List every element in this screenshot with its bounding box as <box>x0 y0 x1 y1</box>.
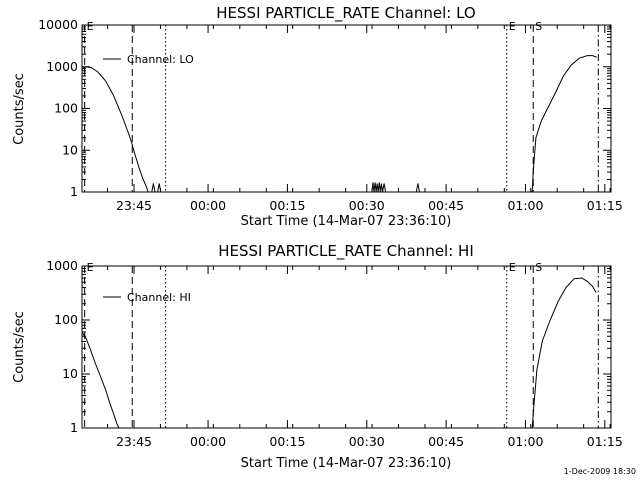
y-tick-label: 1 <box>70 184 78 199</box>
series-line-segment <box>531 55 597 193</box>
marker-label: E <box>509 261 516 274</box>
plot-area: 1 10 100 1000 23:45 00:00 00:15 00:30 00:45 01:00… <box>46 258 623 449</box>
y-tick-label: 1000 <box>46 258 78 273</box>
series-line-segment <box>157 183 162 193</box>
x-tick-label: 00:30 <box>349 198 385 213</box>
x-axis-label: Start Time (14-Mar-07 23:36:10) <box>241 456 452 471</box>
chart-panel-lo: HESSI PARTICLE_RATE Channel: LO Start Ti… <box>12 4 623 229</box>
plot-area: 1 10 100 1000 10000 23:45 00:00 00:15 00:30 00:45… <box>38 17 623 213</box>
y-axis-label: Counts/sec <box>12 73 27 145</box>
y-tick-label: 1 <box>70 420 78 435</box>
y-tick-label: 10 <box>62 142 78 157</box>
series-line-segment <box>81 331 120 429</box>
x-tick-label: 01:15 <box>587 198 623 213</box>
y-axis-label: Counts/sec <box>12 311 27 383</box>
chart-title: HESSI PARTICLE_RATE Channel: LO <box>216 4 475 23</box>
y-tick-label: 100 <box>54 101 78 116</box>
marker-label: E <box>87 20 94 33</box>
legend-label: Channel: HI <box>127 291 191 304</box>
series-line-segment <box>81 66 149 193</box>
x-tick-label: 00:15 <box>269 434 305 449</box>
y-tick-label: 10 <box>62 366 78 381</box>
x-tick-label: 01:00 <box>507 434 543 449</box>
x-axis-label: Start Time (14-Mar-07 23:36:10) <box>241 214 452 229</box>
x-tick-label: 01:00 <box>507 198 543 213</box>
x-tick-label: 00:00 <box>190 434 226 449</box>
timestamp: 1-Dec-2009 18:30 <box>564 467 636 476</box>
x-tick-label: 23:45 <box>116 198 152 213</box>
x-tick-label: 00:45 <box>428 198 464 213</box>
chart-title: HESSI PARTICLE_RATE Channel: HI <box>218 242 474 261</box>
series-line-segment <box>531 277 597 429</box>
x-tick-label: 00:00 <box>190 198 226 213</box>
legend-label: Channel: LO <box>127 53 194 66</box>
series-line-segment <box>371 182 387 193</box>
series-line-segment <box>151 183 156 193</box>
marker-label: S <box>535 261 542 274</box>
x-tick-label: 00:30 <box>349 434 385 449</box>
chart-panel-hi: HESSI PARTICLE_RATE Channel: HI Start Ti… <box>12 242 623 471</box>
y-tick-label: 100 <box>54 312 78 327</box>
x-tick-label: 00:15 <box>269 198 305 213</box>
marker-label: S <box>535 20 542 33</box>
y-tick-label: 1000 <box>46 59 78 74</box>
x-tick-label: 01:15 <box>587 434 623 449</box>
plot-frame <box>81 24 612 193</box>
marker-label: E <box>87 261 94 274</box>
marker-label: E <box>509 20 516 33</box>
x-tick-label: 00:45 <box>428 434 464 449</box>
y-tick-label: 10000 <box>38 17 78 32</box>
series-line-segment <box>415 183 420 193</box>
x-tick-label: 23:45 <box>116 434 152 449</box>
plot-frame <box>81 265 612 429</box>
